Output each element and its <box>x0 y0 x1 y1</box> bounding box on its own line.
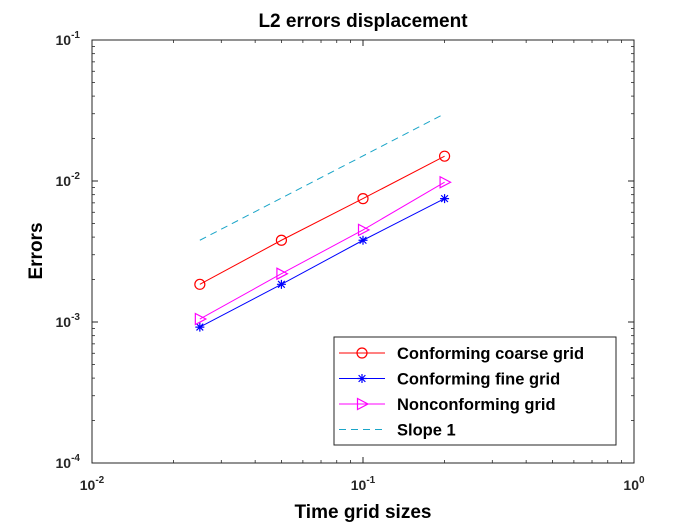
axes-box <box>91 39 635 464</box>
legend-marker <box>356 347 368 359</box>
y-axis-label: Errors <box>26 222 47 279</box>
legend-label: Nonconforming grid <box>397 396 556 414</box>
data-point <box>194 278 206 290</box>
legend-item-slope-1: Slope 1 <box>339 422 456 440</box>
data-point <box>194 312 208 326</box>
series-line <box>199 198 445 328</box>
x-tick-label: 10-1 <box>351 475 376 493</box>
series-line <box>199 155 445 285</box>
series-conforming-coarse-grid <box>194 150 451 290</box>
data-point <box>357 223 371 237</box>
data-point <box>440 194 450 204</box>
legend-label: Slope 1 <box>397 422 456 440</box>
legend-marker <box>357 374 367 383</box>
y-tick-label: 10-4 <box>56 453 81 471</box>
data-point <box>276 279 286 289</box>
chart-title: L2 errors displacement <box>258 11 468 32</box>
x-tick-label: 100 <box>623 475 645 493</box>
series-nonconforming-grid <box>194 175 452 326</box>
y-tick-label: 10-3 <box>56 312 81 330</box>
series-line <box>199 181 445 320</box>
y-tick-label: 10-1 <box>56 30 81 48</box>
series-conforming-fine-grid <box>195 194 450 332</box>
data-point <box>275 234 288 246</box>
legend-marker <box>356 397 370 411</box>
legend-item-conforming-coarse-grid: Conforming coarse grid <box>339 345 584 363</box>
data-point <box>439 175 452 189</box>
series-line <box>199 113 445 241</box>
data-point <box>276 267 289 281</box>
series-slope-1 <box>199 113 445 241</box>
legend-box <box>333 336 617 446</box>
legend-item-conforming-fine-grid: Conforming fine grid <box>339 371 560 389</box>
x-tick-label: 10-2 <box>80 475 105 493</box>
data-point <box>438 150 451 162</box>
legend: Conforming coarse grid Conforming fine gr… <box>333 336 617 446</box>
legend-item-nonconforming-grid: Nonconforming grid <box>339 396 556 414</box>
data-point <box>195 322 205 332</box>
legend-label: Conforming coarse grid <box>397 345 584 363</box>
data-point <box>358 235 368 245</box>
legend-label: Conforming fine grid <box>397 371 560 389</box>
data-point <box>357 193 369 205</box>
y-tick-label: 10-2 <box>56 171 81 189</box>
x-axis-label: Time grid sizes <box>295 502 432 523</box>
